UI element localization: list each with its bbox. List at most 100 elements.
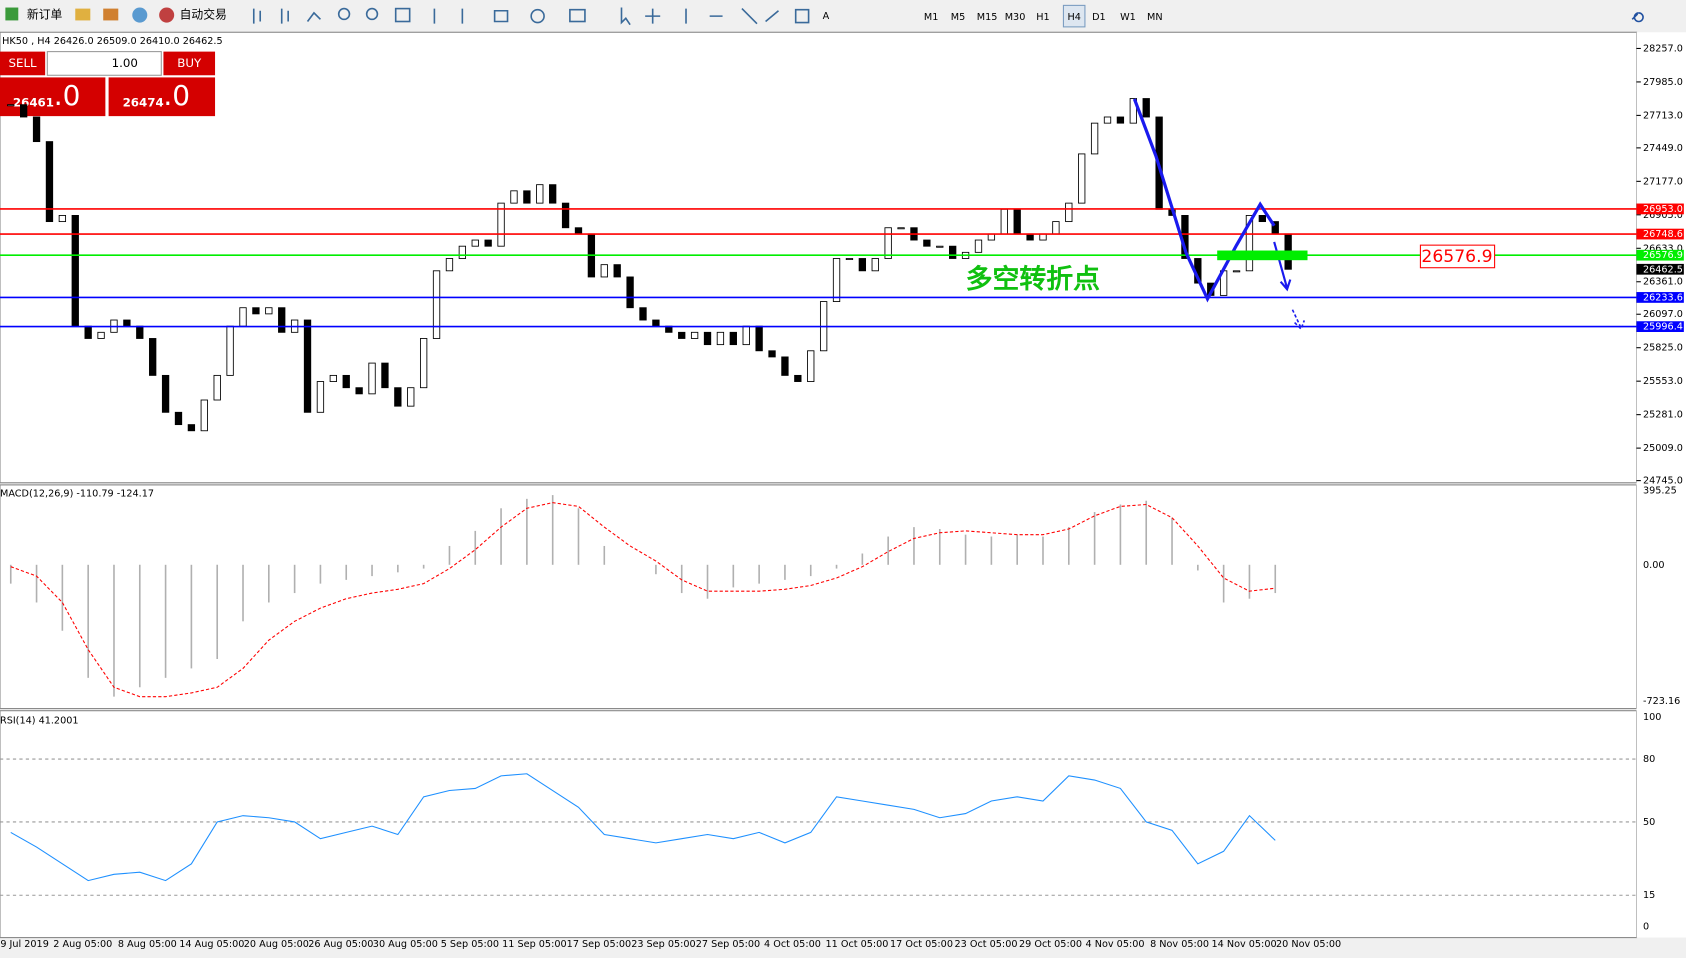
date-label: 29 Oct 05:00 bbox=[1019, 939, 1082, 950]
timeframe-button[interactable]: M30 bbox=[1005, 12, 1026, 23]
candle bbox=[949, 245, 957, 259]
timeframe-button[interactable]: W1 bbox=[1120, 12, 1136, 23]
date-label: 20 Aug 05:00 bbox=[244, 939, 309, 950]
candle bbox=[1000, 208, 1008, 235]
zoom-out[interactable] bbox=[365, 7, 379, 21]
macd-panel bbox=[0, 484, 1638, 710]
candle bbox=[71, 215, 79, 327]
date-label: 27 Sep 05:00 bbox=[696, 939, 760, 950]
new-order-button[interactable]: 新订单 bbox=[27, 8, 63, 22]
new-order-icon[interactable] bbox=[5, 7, 19, 21]
date-label: 8 Nov 05:00 bbox=[1150, 939, 1209, 950]
candle bbox=[84, 325, 92, 339]
period-icon[interactable] bbox=[530, 8, 545, 24]
candle bbox=[394, 387, 402, 407]
draw-icons[interactable] bbox=[620, 7, 810, 26]
template-icon[interactable] bbox=[569, 8, 586, 23]
date-label: 8 Aug 05:00 bbox=[118, 939, 177, 950]
tool-icon[interactable] bbox=[132, 7, 148, 23]
candle bbox=[936, 245, 944, 248]
buy-price-fraction: .0 bbox=[163, 79, 190, 112]
y-tick-label: 25553.0 bbox=[1643, 376, 1683, 387]
sell-price-box[interactable] bbox=[0, 77, 106, 117]
timeframe-button[interactable]: H1 bbox=[1036, 12, 1049, 23]
candle bbox=[549, 184, 557, 204]
timeframe-button[interactable]: M5 bbox=[951, 12, 965, 23]
y-tick-label: 26633.0 bbox=[1643, 243, 1683, 254]
lot-value[interactable]: 1.00 bbox=[112, 56, 138, 70]
timeframe-button[interactable]: MN bbox=[1147, 12, 1163, 23]
candle bbox=[639, 307, 647, 321]
candle bbox=[716, 331, 725, 346]
candle bbox=[432, 270, 441, 339]
auto-trading-button[interactable]: 自动交易 bbox=[180, 8, 227, 22]
candle bbox=[626, 276, 634, 309]
timeframe-button[interactable]: M15 bbox=[977, 12, 998, 23]
level-label: 26748.6 bbox=[1643, 229, 1683, 240]
candle bbox=[381, 362, 389, 389]
level-label: 25996.4 bbox=[1643, 322, 1683, 333]
tool-icons[interactable] bbox=[433, 8, 509, 24]
y-tick-label: 24745.0 bbox=[1643, 476, 1683, 487]
candle bbox=[471, 239, 479, 247]
buy-price-box[interactable] bbox=[108, 77, 216, 117]
y-tick-label: 27713.0 bbox=[1643, 110, 1683, 121]
sell-button[interactable]: SELL bbox=[9, 56, 38, 70]
timeframe-button[interactable]: M1 bbox=[924, 12, 938, 23]
candle bbox=[536, 184, 544, 204]
candle bbox=[652, 319, 660, 327]
candle bbox=[45, 141, 54, 223]
rsi-tick-label: 80 bbox=[1643, 754, 1655, 765]
date-label: 17 Oct 05:00 bbox=[890, 939, 953, 950]
candle bbox=[97, 331, 105, 339]
candle bbox=[600, 264, 608, 278]
candle bbox=[768, 350, 776, 358]
candle bbox=[316, 381, 325, 413]
candle bbox=[523, 190, 531, 204]
date-label: 4 Nov 05:00 bbox=[1086, 939, 1145, 950]
timeframe-button[interactable]: H4 bbox=[1067, 12, 1080, 23]
candle bbox=[742, 325, 750, 346]
timeframe-button[interactable]: D1 bbox=[1092, 12, 1106, 23]
candle bbox=[1013, 208, 1021, 235]
buy-price: 26474 bbox=[123, 96, 164, 110]
macd-header: MACD(12,26,9) -110.79 -124.17 bbox=[0, 489, 154, 500]
tool-icon[interactable] bbox=[103, 8, 119, 21]
chart-type-icons[interactable] bbox=[252, 8, 321, 24]
toolbar: 新订单 自动交易 A bbox=[5, 4, 1644, 28]
text-tool[interactable]: A bbox=[823, 11, 830, 22]
candle bbox=[303, 319, 312, 413]
buy-button-bg[interactable] bbox=[163, 51, 216, 76]
candle bbox=[574, 227, 583, 235]
level-label: 26953.0 bbox=[1643, 204, 1683, 215]
y-tick-label: 26905.0 bbox=[1643, 210, 1683, 221]
level-tag bbox=[1636, 228, 1684, 240]
rsi-header: RSI(14) 41.2001 bbox=[0, 715, 79, 726]
candle bbox=[136, 325, 144, 339]
date-label: 11 Sep 05:00 bbox=[502, 939, 566, 950]
zoom-in[interactable] bbox=[337, 7, 351, 21]
date-label: 17 Sep 05:00 bbox=[567, 939, 631, 950]
candle bbox=[845, 258, 854, 261]
candle bbox=[458, 245, 467, 259]
tool-icon[interactable] bbox=[75, 8, 91, 21]
candle bbox=[807, 350, 815, 382]
candle bbox=[161, 374, 170, 413]
rsi-tick-label: 15 bbox=[1643, 890, 1655, 901]
level-label: 26233.6 bbox=[1643, 292, 1683, 303]
y-tick-label: 25009.0 bbox=[1643, 443, 1683, 454]
candle bbox=[1232, 270, 1241, 273]
candle bbox=[149, 338, 157, 376]
candle bbox=[703, 331, 712, 346]
rsi-line bbox=[10, 773, 1276, 882]
axis-strip bbox=[1636, 32, 1686, 938]
search-icon[interactable] bbox=[1631, 12, 1644, 23]
tile-icon[interactable] bbox=[394, 7, 411, 23]
sell-button-bg[interactable] bbox=[0, 51, 46, 76]
buy-button[interactable]: BUY bbox=[177, 56, 202, 70]
macd-tick-label: -723.16 bbox=[1643, 696, 1680, 707]
auto-trading-icon[interactable] bbox=[159, 7, 175, 23]
candle bbox=[200, 399, 208, 432]
date-label: 23 Oct 05:00 bbox=[955, 939, 1018, 950]
lot-field[interactable] bbox=[46, 51, 162, 76]
